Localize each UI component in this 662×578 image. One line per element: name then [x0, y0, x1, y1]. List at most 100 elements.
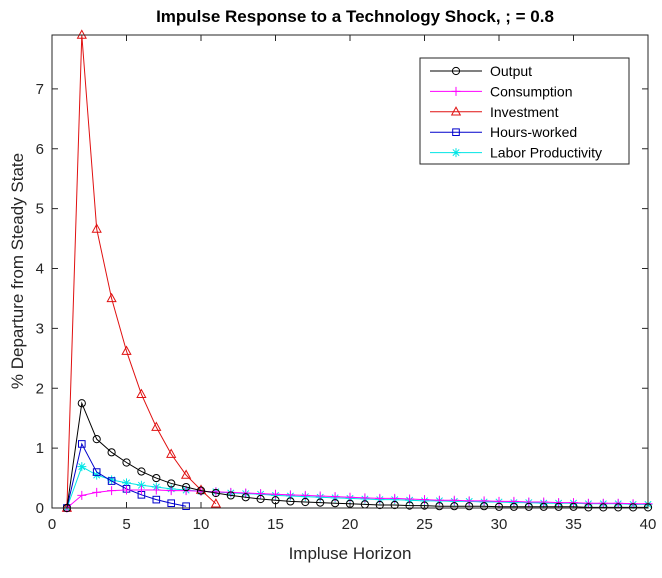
consumption-point	[256, 489, 266, 499]
output-point	[465, 502, 474, 511]
consumption-point	[241, 488, 251, 498]
consumption-point	[598, 498, 608, 508]
output-point	[375, 500, 384, 510]
x-tick-label: 20	[342, 516, 359, 533]
output-point	[286, 497, 295, 506]
output-point	[629, 503, 638, 512]
legend-item-output: Output	[430, 63, 532, 79]
output-point	[226, 491, 235, 500]
legend-label: Labor Productivity	[490, 145, 602, 161]
legend-item-hours-worked: Hours-worked	[430, 124, 577, 140]
output-point	[256, 494, 265, 504]
output-point	[211, 488, 220, 498]
x-tick-label: 30	[491, 516, 508, 533]
consumption-point	[464, 496, 474, 506]
consumption-point	[569, 498, 578, 508]
hours-worked-point	[78, 440, 86, 448]
output-point	[554, 502, 563, 511]
hours-worked-point	[182, 502, 190, 511]
series-consumption	[62, 485, 653, 513]
investment-point	[76, 29, 87, 39]
investment-point	[91, 223, 102, 233]
consumption-point	[583, 498, 593, 508]
investment-point	[210, 498, 222, 508]
legend-label: Output	[490, 63, 532, 79]
output-point	[167, 479, 176, 488]
investment-point	[180, 469, 192, 479]
x-tick-label: 0	[48, 516, 56, 533]
consumption-line	[66, 489, 648, 509]
legend-swatch-marker	[452, 128, 460, 136]
labor-productivity-point	[107, 475, 117, 485]
output-point	[196, 486, 206, 495]
consumption-point	[420, 495, 429, 505]
x-tick-label: 15	[267, 516, 284, 533]
legend-item-investment: Investment	[430, 104, 559, 120]
y-axis-label: % Departure from Steady State	[8, 153, 27, 389]
investment-point	[166, 448, 177, 458]
x-tick-label: 10	[193, 516, 210, 533]
x-tick-label: 35	[565, 516, 582, 533]
output-point	[569, 502, 578, 511]
output-point	[316, 498, 325, 507]
hours-worked-point	[92, 468, 101, 476]
consumption-point	[92, 487, 102, 497]
plot-frame	[51, 34, 649, 509]
output-point	[92, 435, 101, 444]
hours-worked-point	[152, 495, 161, 504]
labor-productivity-point	[77, 462, 87, 472]
output-point	[331, 499, 340, 508]
consumption-point	[449, 495, 459, 505]
consumption-point	[136, 485, 146, 495]
output-point	[301, 497, 310, 507]
consumption-point	[494, 496, 504, 506]
consumption-point	[524, 497, 534, 507]
y-tick-label: 1	[36, 440, 44, 457]
hours-worked-point	[167, 499, 175, 508]
output-point	[137, 467, 146, 476]
output-point	[450, 502, 459, 511]
chart-title: Impulse Response to a Technology Shock, …	[156, 7, 554, 26]
legend-label: Consumption	[490, 83, 573, 99]
consumption-point	[122, 485, 131, 495]
output-point	[405, 501, 414, 510]
output-line	[66, 401, 648, 509]
labor-productivity-line	[66, 465, 648, 509]
x-axis-label: Impluse Horizon	[289, 544, 412, 563]
output-point	[241, 493, 250, 502]
x-tick-label: 5	[122, 516, 130, 533]
x-tick-label: 25	[416, 516, 433, 533]
legend-swatch-marker	[451, 66, 461, 76]
labor-productivity-point	[136, 480, 146, 490]
output-point	[599, 503, 608, 512]
output-point	[509, 502, 519, 511]
legend-swatch-marker	[451, 86, 461, 96]
output-point	[584, 503, 593, 512]
legend-box	[419, 57, 630, 165]
output-point	[539, 502, 548, 511]
y-tick-label: 3	[36, 320, 44, 337]
consumption-point	[107, 486, 117, 496]
output-point	[122, 458, 131, 467]
legend: Output Consumption Investment Hours-worked L…	[419, 57, 630, 165]
consumption-point	[434, 495, 444, 505]
investment-line	[66, 34, 217, 509]
investment-point	[136, 388, 147, 398]
y-tick-label: 2	[36, 380, 44, 397]
investment-point	[121, 345, 132, 355]
output-point	[614, 503, 623, 512]
output-point	[182, 482, 191, 492]
output-point	[420, 501, 429, 510]
legend-label: Hours-worked	[490, 124, 577, 140]
series-investment	[61, 29, 222, 512]
y-tick-label: 6	[36, 141, 44, 158]
legend-item-labor-productivity: Labor Productivity	[430, 145, 602, 161]
labor-productivity-point	[122, 478, 131, 488]
investment-point	[106, 292, 117, 303]
output-point	[390, 500, 399, 510]
hours-worked-point	[107, 477, 116, 485]
consumption-point	[554, 498, 564, 508]
output-point	[524, 502, 533, 511]
y-tick-label: 7	[36, 81, 44, 98]
